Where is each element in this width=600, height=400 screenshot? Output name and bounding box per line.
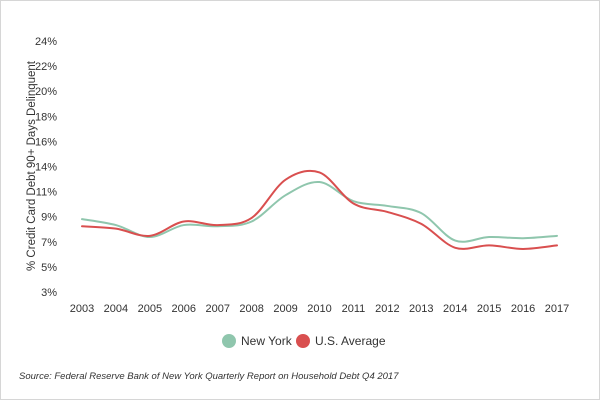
x-tick-label: 2017 — [545, 303, 569, 315]
series-lines — [81, 169, 558, 250]
legend-label-new-york: New York — [241, 334, 293, 348]
y-tick-label: 22% — [35, 61, 57, 73]
x-tick-label: 2004 — [104, 303, 128, 315]
x-tick-label: 2006 — [172, 303, 196, 315]
x-tick-label: 2016 — [511, 303, 535, 315]
y-tick-label: 20% — [35, 86, 57, 98]
x-tick-label: 2010 — [307, 303, 331, 315]
y-axis-label: % Credit Card Debt 90+ Days Delinquent — [26, 60, 38, 271]
x-tick-label: 2003 — [70, 303, 94, 315]
legend-marker-new-york — [222, 334, 236, 348]
series-line-u-s-average — [81, 169, 558, 250]
legend: New York U.S. Average — [222, 334, 386, 348]
y-tick-label: 3% — [41, 287, 57, 299]
y-tick-label: 11% — [36, 187, 57, 199]
source-note: Source: Federal Reserve Bank of New York… — [19, 371, 399, 382]
y-tick-label: 16% — [35, 136, 57, 148]
series-line-new-york — [81, 181, 558, 243]
y-tick-label: 7% — [41, 237, 57, 249]
legend-label-u-s-average: U.S. Average — [315, 334, 386, 348]
y-tick-label: 18% — [35, 111, 57, 123]
x-tick-label: 2012 — [375, 303, 399, 315]
y-tick-label: 9% — [41, 212, 57, 224]
x-tick-label: 2013 — [409, 303, 433, 315]
x-tick-label: 2008 — [239, 303, 263, 315]
x-tick-label: 2014 — [443, 303, 467, 315]
x-tick-label: 2007 — [205, 303, 229, 315]
y-axis-ticks: 3% 5% 7% 9% 11% 14% 16% 18% 20% 22% 24% — [35, 36, 57, 299]
y-tick-label: 5% — [41, 262, 57, 274]
x-tick-label: 2011 — [342, 303, 366, 315]
y-tick-label: 24% — [35, 36, 57, 48]
x-tick-label: 2005 — [138, 303, 162, 315]
y-tick-label: 14% — [35, 162, 57, 174]
x-tick-label: 2009 — [273, 303, 297, 315]
x-tick-label: 2015 — [477, 303, 501, 315]
legend-marker-u-s-average — [296, 334, 310, 348]
x-axis-ticks: 2003 2004 2005 2006 2007 2008 2009 2010 2011 2012… — [70, 303, 569, 315]
